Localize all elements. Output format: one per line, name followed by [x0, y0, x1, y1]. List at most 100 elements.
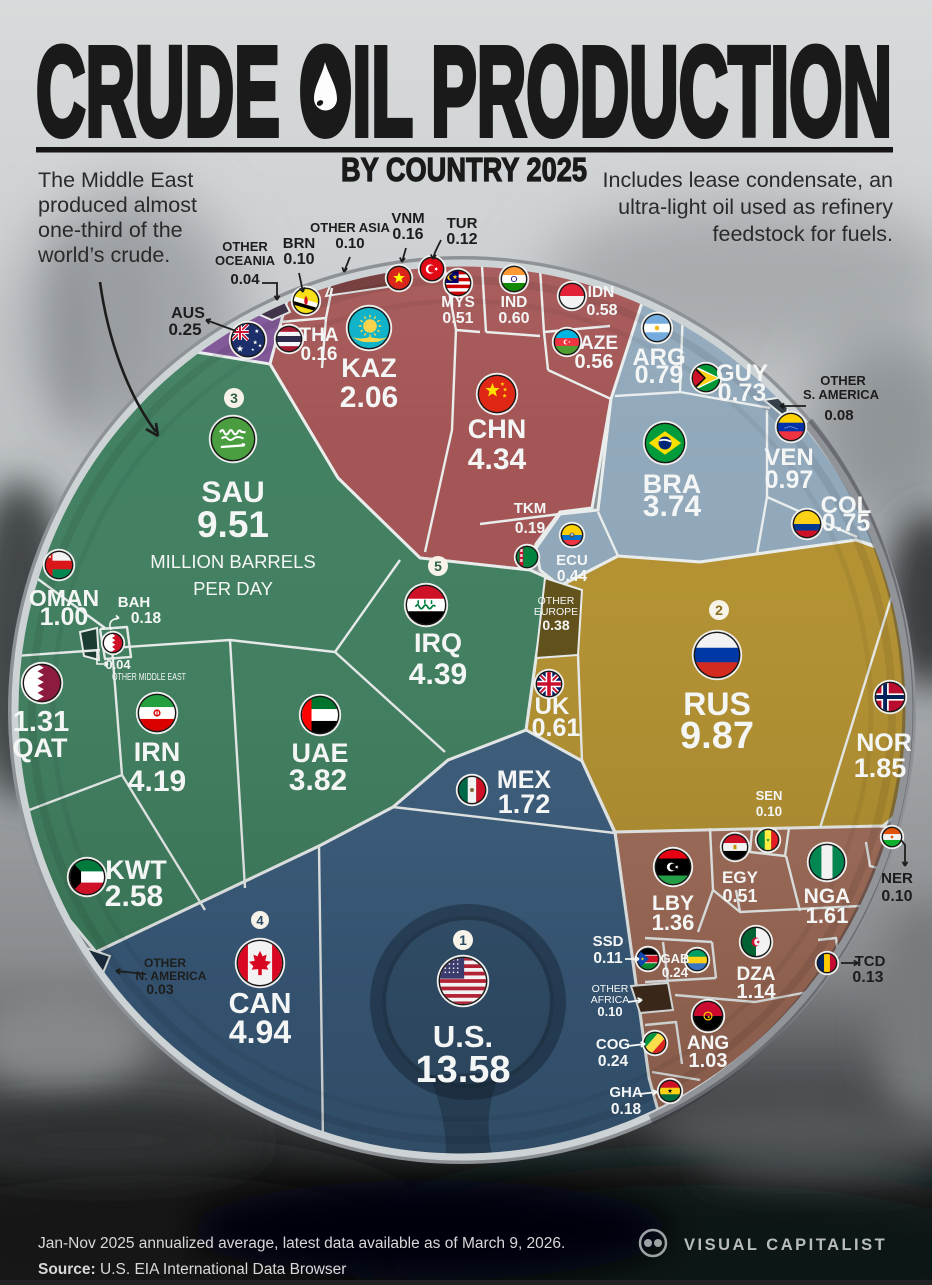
svg-text:BRA: BRA — [643, 469, 702, 499]
svg-text:0.11: 0.11 — [593, 950, 623, 967]
svg-text:0.18: 0.18 — [131, 610, 162, 627]
svg-text:PER DAY: PER DAY — [193, 578, 273, 599]
svg-text:3.82: 3.82 — [289, 764, 347, 797]
svg-text:OTHER: OTHER — [538, 595, 575, 607]
svg-text:RUS: RUS — [683, 686, 751, 722]
svg-text:SSD: SSD — [593, 933, 624, 950]
svg-text:1.31: 1.31 — [13, 706, 69, 738]
svg-text:1.14: 1.14 — [737, 981, 777, 1003]
svg-text:MYS: MYS — [441, 294, 475, 311]
svg-text:0.44: 0.44 — [557, 568, 588, 585]
svg-text:OTHER ASIA: OTHER ASIA — [310, 220, 390, 235]
svg-text:0.51: 0.51 — [442, 310, 473, 327]
svg-text:13.58: 13.58 — [415, 1049, 510, 1091]
svg-text:GAB: GAB — [661, 951, 690, 966]
svg-text:CHN: CHN — [468, 414, 527, 444]
svg-text:0.08: 0.08 — [824, 407, 853, 424]
svg-text:0.18: 0.18 — [611, 1101, 642, 1118]
svg-text:IDN: IDN — [588, 284, 615, 301]
svg-text:The Middle East: The Middle East — [38, 168, 193, 192]
svg-text:BAH: BAH — [118, 594, 151, 611]
svg-text:N. AMERICA: N. AMERICA — [136, 969, 207, 983]
svg-text:9.87: 9.87 — [680, 715, 754, 757]
svg-text:0.51: 0.51 — [722, 886, 757, 906]
svg-text:CAN: CAN — [229, 988, 292, 1020]
svg-text:2.06: 2.06 — [340, 381, 398, 414]
svg-text:world’s crude.: world’s crude. — [37, 243, 170, 267]
svg-text:0.10: 0.10 — [597, 1004, 622, 1019]
svg-text:LBY: LBY — [652, 892, 694, 915]
svg-text:4: 4 — [256, 913, 264, 928]
svg-text:0.12: 0.12 — [446, 231, 477, 248]
svg-text:SEN: SEN — [756, 788, 783, 803]
svg-text:0.10: 0.10 — [756, 804, 782, 819]
svg-text:one-third of the: one-third of the — [38, 218, 183, 242]
svg-text:ECU: ECU — [556, 552, 588, 569]
svg-text:VNM: VNM — [391, 210, 424, 227]
svg-text:0.61: 0.61 — [532, 714, 581, 742]
svg-text:ARG: ARG — [632, 344, 685, 371]
svg-text:9.51: 9.51 — [197, 504, 269, 545]
svg-text:EUROPE: EUROPE — [534, 606, 578, 618]
svg-text:AUS: AUS — [171, 305, 205, 322]
svg-text:GHA: GHA — [609, 1084, 643, 1101]
svg-text:QAT: QAT — [13, 733, 68, 763]
svg-text:VEN: VEN — [764, 444, 813, 471]
svg-text:4.19: 4.19 — [128, 765, 186, 798]
svg-text:OTHER MIDDLE EAST: OTHER MIDDLE EAST — [112, 671, 186, 683]
svg-text:5: 5 — [434, 558, 442, 574]
svg-text:COL: COL — [821, 492, 872, 519]
svg-text:Jan-Nov 2025 annualized averag: Jan-Nov 2025 annualized average, latest … — [38, 1235, 565, 1252]
svg-text:0.10: 0.10 — [881, 888, 912, 905]
svg-text:0.13: 0.13 — [852, 969, 883, 986]
svg-text:IRQ: IRQ — [414, 628, 462, 658]
svg-text:SAU: SAU — [201, 476, 264, 509]
svg-text:U.S.: U.S. — [433, 1019, 493, 1054]
svg-text:IND: IND — [501, 294, 528, 311]
svg-text:OTHER: OTHER — [592, 983, 629, 995]
svg-text:DZA: DZA — [736, 964, 775, 985]
svg-text:0.04: 0.04 — [105, 657, 131, 672]
svg-text:0.19: 0.19 — [515, 520, 546, 537]
svg-text:COG: COG — [596, 1036, 630, 1053]
svg-text:OTHER: OTHER — [144, 956, 186, 970]
svg-text:3: 3 — [230, 390, 238, 406]
svg-text:GUY: GUY — [716, 360, 768, 387]
svg-text:0.25: 0.25 — [168, 320, 201, 339]
svg-text:MILLION BARRELS: MILLION BARRELS — [150, 551, 316, 572]
svg-text:1.85: 1.85 — [854, 753, 907, 783]
svg-text:EGY: EGY — [722, 868, 759, 887]
svg-text:0.75: 0.75 — [822, 509, 871, 537]
svg-text:NOR: NOR — [856, 729, 912, 757]
svg-text:OTHER: OTHER — [820, 373, 866, 388]
svg-text:OMAN: OMAN — [29, 585, 99, 611]
svg-text:0.10: 0.10 — [283, 251, 314, 268]
svg-text:1.36: 1.36 — [652, 910, 695, 935]
svg-text:4.34: 4.34 — [468, 443, 527, 476]
svg-text:0.03: 0.03 — [146, 981, 173, 997]
svg-text:1.72: 1.72 — [498, 789, 551, 819]
svg-text:1.03: 1.03 — [689, 1050, 728, 1072]
svg-text:IRN: IRN — [134, 737, 181, 767]
svg-text:feedstock for fuels.: feedstock for fuels. — [713, 222, 893, 246]
svg-text:4.94: 4.94 — [229, 1014, 291, 1050]
svg-text:2.58: 2.58 — [105, 880, 163, 913]
svg-text:0.04: 0.04 — [230, 271, 260, 288]
svg-text:0.60: 0.60 — [498, 310, 529, 327]
svg-text:MEX: MEX — [497, 766, 552, 794]
svg-text:NER: NER — [881, 870, 913, 887]
svg-text:0.24: 0.24 — [598, 1053, 629, 1070]
svg-text:0.10: 0.10 — [335, 235, 364, 252]
svg-text:ANG: ANG — [687, 1033, 729, 1054]
svg-text:1: 1 — [459, 932, 467, 948]
svg-text:KAZ: KAZ — [341, 353, 397, 383]
svg-text:0.56: 0.56 — [575, 351, 614, 373]
svg-text:BY COUNTRY 2025: BY COUNTRY 2025 — [341, 151, 587, 188]
svg-text:TCD: TCD — [855, 953, 886, 970]
svg-text:TKM: TKM — [514, 500, 547, 517]
svg-text:S. AMERICA: S. AMERICA — [803, 387, 880, 402]
svg-text:0.16: 0.16 — [392, 226, 423, 243]
svg-text:KWT: KWT — [105, 855, 167, 885]
svg-text:AFRICA: AFRICA — [591, 994, 630, 1006]
svg-text:1.61: 1.61 — [806, 903, 849, 928]
